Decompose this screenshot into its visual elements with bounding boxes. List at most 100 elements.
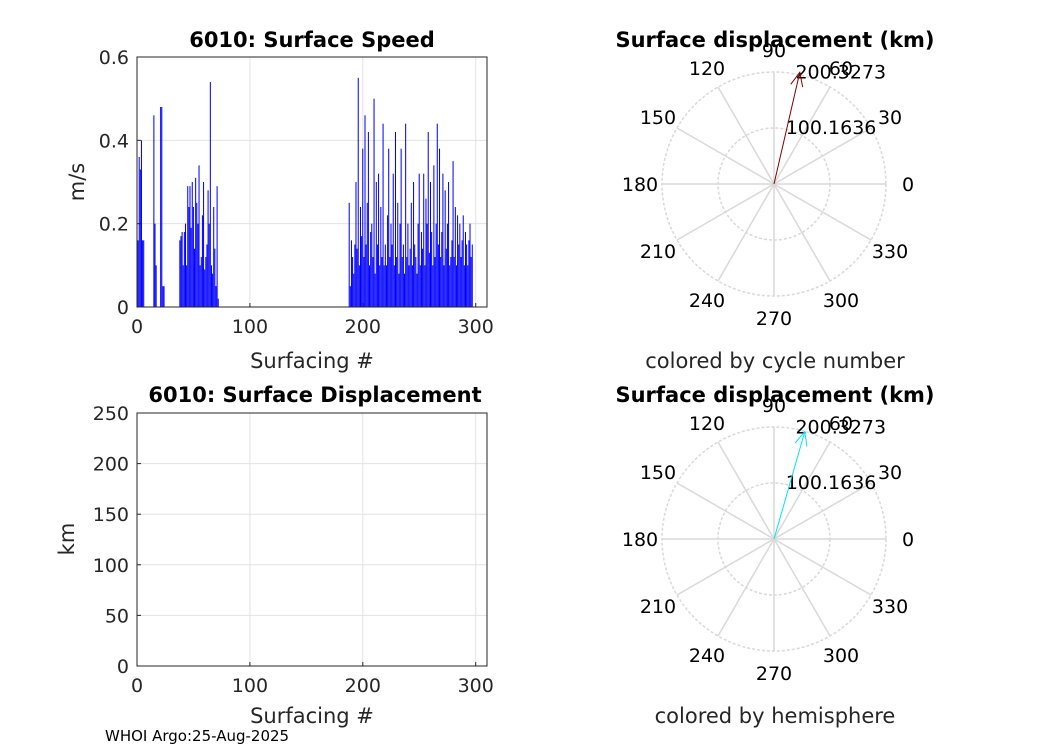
bar (194, 248, 196, 307)
bar (198, 165, 200, 307)
bar (425, 198, 427, 307)
chart-title: 6010: Surface Speed (189, 28, 435, 52)
bar (205, 257, 207, 307)
bar (139, 169, 141, 307)
bar (440, 257, 442, 307)
bar (418, 173, 420, 307)
bar (458, 244, 460, 307)
angle-label: 150 (640, 462, 676, 484)
angle-label: 120 (689, 413, 725, 435)
bar (404, 273, 406, 307)
bar (407, 223, 409, 307)
bar (454, 207, 456, 307)
angle-label: 270 (756, 308, 792, 330)
angle-label: 300 (823, 645, 859, 667)
bar (422, 248, 424, 307)
y-tick-label: 50 (105, 605, 129, 627)
angle-label: 60 (829, 413, 853, 435)
radius-label: 100.1636 (786, 117, 877, 139)
bar (414, 244, 416, 307)
x-tick-label: 300 (458, 316, 494, 338)
bar (372, 257, 374, 307)
bar (206, 244, 208, 307)
bar (471, 244, 473, 307)
bar (419, 265, 421, 307)
bar (187, 186, 189, 307)
bar (364, 115, 366, 307)
y-tick-label: 0.4 (99, 130, 129, 152)
angle-label: 270 (756, 663, 792, 685)
bar (373, 98, 375, 308)
y-tick-label: 0 (117, 656, 129, 678)
bar (450, 257, 452, 307)
bar (365, 244, 367, 307)
bar (163, 286, 165, 307)
bar (467, 265, 469, 307)
bar (423, 173, 425, 307)
bar (396, 257, 398, 307)
bar (380, 207, 382, 307)
bar (444, 190, 446, 307)
bar (192, 207, 194, 307)
bar (366, 202, 368, 307)
bar (138, 157, 140, 307)
angle-label: 240 (689, 290, 725, 312)
bar-series (137, 77, 473, 308)
bar (215, 286, 217, 307)
bar (217, 298, 219, 307)
bar (195, 177, 197, 307)
x-tick-label: 0 (131, 316, 143, 338)
bar (197, 223, 199, 307)
bar (400, 148, 402, 307)
angle-label: 180 (622, 174, 658, 196)
bar (391, 244, 393, 307)
surface-speed-chart: 6010: Surface Speed 0 100 200 300 0 0.2 0.4 0.6… (65, 28, 494, 373)
bar (352, 257, 354, 307)
bar (376, 244, 378, 307)
bar (410, 202, 412, 307)
bar (459, 223, 461, 307)
bar (153, 115, 155, 307)
bar (201, 215, 203, 307)
bar (160, 107, 162, 307)
bar (200, 257, 202, 307)
bar (434, 257, 436, 307)
bar (461, 240, 463, 307)
bar (182, 265, 184, 307)
bar (427, 132, 429, 307)
bar (455, 265, 457, 307)
bar (411, 265, 413, 307)
y-tick-label: 250 (93, 403, 129, 425)
bar (196, 202, 198, 307)
bar (140, 140, 142, 307)
y-tick-label: 200 (93, 454, 129, 476)
bar (452, 161, 454, 307)
x-tick-label: 100 (232, 316, 268, 338)
chart-caption: colored by cycle number (645, 349, 905, 373)
bar (186, 265, 188, 307)
radius-label: 100.1636 (786, 472, 877, 494)
bar (397, 202, 399, 307)
y-tick-label: 0 (117, 297, 129, 319)
bar (180, 236, 182, 307)
y-tick-label: 150 (93, 504, 129, 526)
y-tick-label: 0.2 (99, 214, 129, 236)
displacement-arrow (773, 72, 801, 185)
x-axis-label: Surfacing # (250, 704, 374, 728)
bar (216, 186, 218, 307)
bar (199, 265, 201, 307)
bar (179, 240, 181, 307)
bar (362, 148, 364, 307)
bar (469, 223, 471, 307)
angle-label: 0 (902, 174, 914, 196)
displacement-arrow (773, 431, 806, 540)
radius-label: 200.3273 (795, 417, 886, 439)
bar (137, 240, 139, 307)
bar (405, 123, 407, 308)
bar (457, 215, 459, 307)
bar (207, 190, 209, 307)
bar (417, 223, 419, 307)
radius-label: 200.3273 (795, 62, 886, 84)
chart-title: Surface displacement (km) (615, 28, 934, 52)
